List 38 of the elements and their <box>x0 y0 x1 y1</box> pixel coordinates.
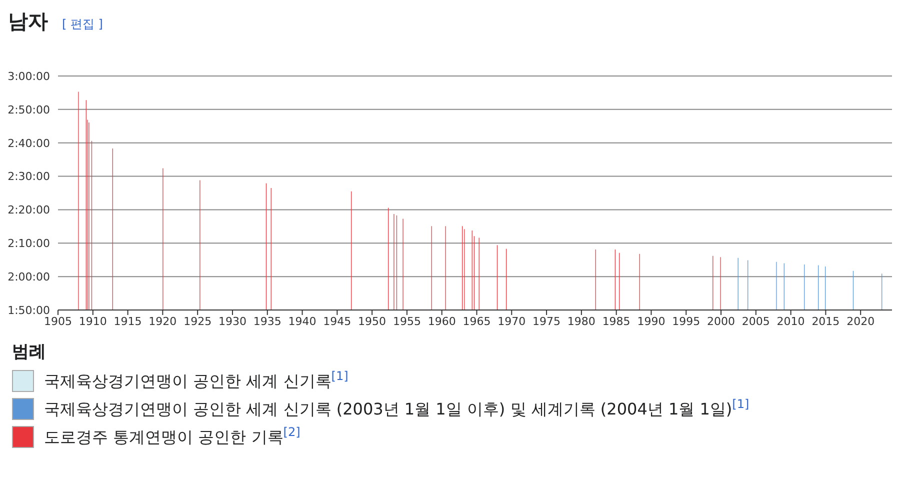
x-tick-label: 1960 <box>428 314 456 328</box>
x-tick-label: 1905 <box>44 314 72 328</box>
y-tick-label: 2:40:00 <box>8 136 50 150</box>
x-tick-label: 1910 <box>78 314 107 328</box>
x-tick-label: 2020 <box>846 314 875 328</box>
legend-label: 국제육상경기연맹이 공인한 세계 신기록$^{[1]}$ <box>44 369 348 393</box>
y-tick-label: 2:50:00 <box>8 103 50 116</box>
chart-title: 남자 <box>8 8 48 35</box>
x-tick-label: 1975 <box>532 314 561 328</box>
x-tick-label: 1995 <box>672 314 700 328</box>
y-tick-label: 1:50:00 <box>8 304 50 317</box>
x-tick-label: 1915 <box>114 314 142 328</box>
x-tick-label: 1920 <box>148 314 177 328</box>
y-tick-label: 2:10:00 <box>8 237 50 250</box>
x-tick-label: 1930 <box>218 314 246 328</box>
x-tick-label: 1970 <box>498 314 526 328</box>
legend-label: 도로경주 통계연맹이 공인한 기록$^{[2]}$ <box>44 425 300 449</box>
x-tick-label: 2010 <box>776 314 805 328</box>
x-tick-label: 1965 <box>462 314 491 328</box>
y-tick-label: 2:00:00 <box>8 270 50 284</box>
x-tick-label: 1980 <box>567 314 596 328</box>
x-tick-label: 1935 <box>253 314 282 328</box>
x-tick-label: 1990 <box>637 314 666 328</box>
y-tick-label: 3:00:00 <box>8 70 50 83</box>
x-tick-label: 1950 <box>358 314 386 328</box>
chart-subtitle: [ 편집 ] <box>62 16 103 33</box>
legend-title: 범례 <box>12 341 47 363</box>
x-tick-label: 1945 <box>323 314 352 328</box>
legend-label: 국제육상경기연맹이 공인한 세계 신기록 (2003년 1월 1일 이후) 및 세계기록 (2004년 1월 1일)$^{[1]}$ <box>44 397 750 421</box>
x-tick-label: 2015 <box>812 314 840 328</box>
x-tick-label: 1985 <box>602 314 630 328</box>
x-tick-label: 1940 <box>288 314 316 328</box>
x-tick-label: 2005 <box>742 314 770 328</box>
y-tick-label: 2:20:00 <box>8 204 50 217</box>
x-tick-label: 1925 <box>184 314 212 328</box>
x-tick-label: 2000 <box>707 314 736 328</box>
y-tick-label: 2:30:00 <box>8 170 50 184</box>
x-tick-label: 1955 <box>392 314 421 328</box>
